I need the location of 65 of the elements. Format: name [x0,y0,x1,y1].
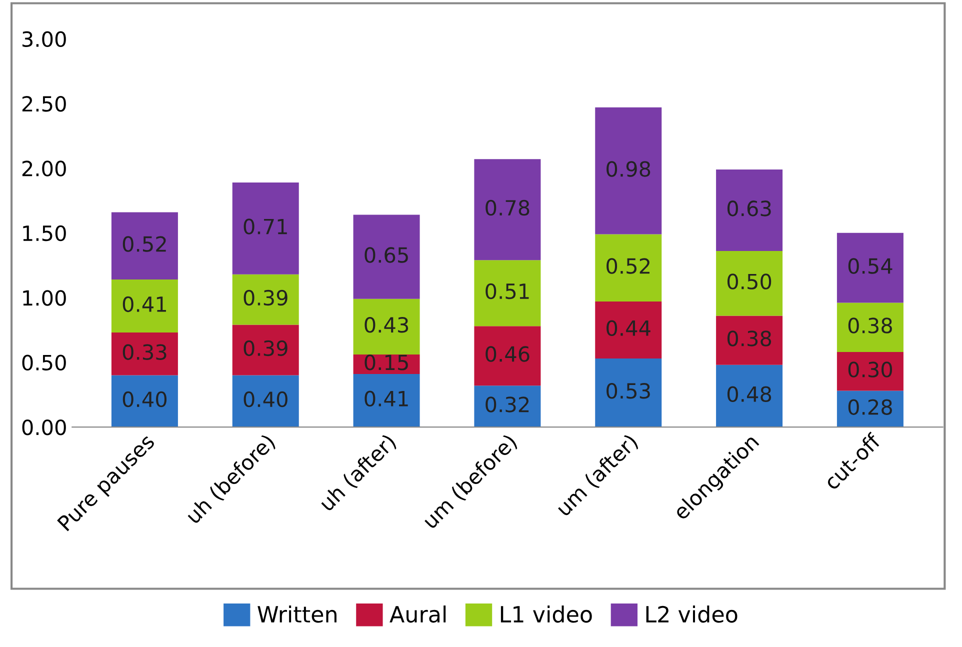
bar [836,352,904,391]
bar [836,302,904,352]
bar [353,298,420,355]
y-tick-label: 3.00 [22,31,66,48]
bar [716,170,783,252]
bar [474,386,541,428]
bar [474,159,541,260]
data-label: 0.52 [606,258,650,274]
data-label: 0.51 [486,283,529,300]
y-tick-label: 1.50 [23,225,66,242]
bar [232,182,299,274]
data-label: 0.48 [727,386,772,402]
bar [232,324,299,376]
data-label: 0.39 [244,340,288,356]
data-label: 0.50 [727,274,772,290]
bar [111,212,178,280]
bar [836,232,904,303]
data-label: 0.41 [122,296,166,312]
data-label: 0.71 [244,218,287,234]
bar [111,280,178,333]
data-label: 0.38 [727,330,772,346]
bar [111,332,178,376]
bar [716,316,783,365]
bar [595,234,662,302]
data-label: 0.40 [244,391,288,408]
bar [111,375,178,428]
y-tick-label: 0.50 [22,354,66,371]
data-label: 0.46 [486,346,530,362]
data-label: 0.53 [606,383,650,399]
y-tick-label: 2.50 [22,96,66,112]
legend-label: L1 video [500,605,592,623]
data-label: 0.98 [606,161,650,177]
bar [716,364,783,428]
y-tick-label: 1.00 [23,290,66,306]
data-label: 0.44 [606,320,650,336]
bar [232,375,299,428]
data-label: 0.78 [486,200,530,216]
data-label: 0.43 [364,317,408,333]
data-label: 0.40 [122,391,167,408]
data-label: 0.65 [364,247,408,263]
bar [232,274,299,325]
bar [353,374,420,428]
data-label: 0.38 [848,318,892,334]
data-label: 0.54 [848,258,892,274]
bar [474,326,541,386]
data-label: 0.28 [848,399,892,415]
data-label: 0.33 [122,344,166,360]
data-label: 0.15 [364,354,408,370]
data-label: 0.30 [848,362,892,378]
data-label: 0.32 [486,396,529,412]
legend-label: Written [258,605,336,623]
y-tick-label: 0.00 [22,419,66,436]
bar [595,302,662,358]
bar [716,251,783,316]
bar [595,358,662,428]
legend-label: Aural [390,605,446,623]
data-label: 0.41 [364,390,408,407]
data-label: 0.52 [122,236,166,252]
data-label: 0.39 [244,290,288,306]
bar [353,214,420,299]
bar [595,107,662,234]
y-tick-label: 2.00 [22,160,66,176]
legend-label: L2 video [646,605,738,623]
bar [474,260,541,326]
data-label: 0.63 [727,200,771,216]
